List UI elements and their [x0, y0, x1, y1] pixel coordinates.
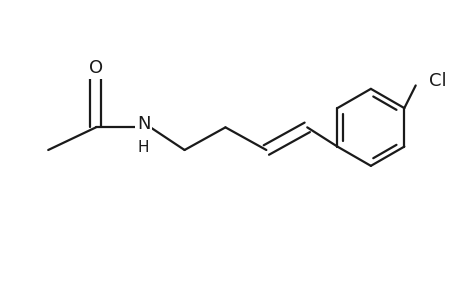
Text: Cl: Cl [428, 72, 446, 90]
Text: H: H [138, 140, 149, 155]
Text: O: O [89, 59, 103, 77]
Text: N: N [137, 115, 150, 133]
